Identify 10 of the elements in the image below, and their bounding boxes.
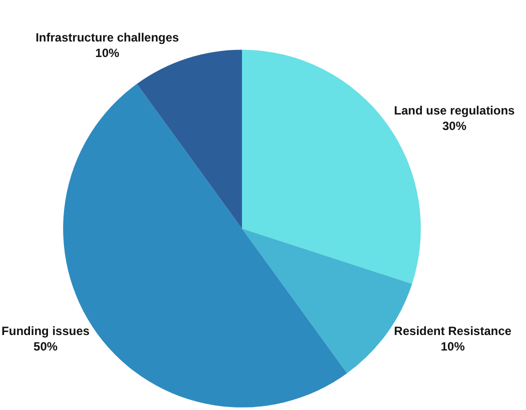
slice-label: Resident Resistance: [394, 324, 512, 338]
slice-label: Infrastructure challenges: [36, 30, 180, 44]
slice-label: Land use regulations: [394, 104, 516, 118]
data-label: 50%: [34, 340, 58, 354]
slice-label: Funding issues: [2, 324, 90, 338]
pie-slice: [242, 50, 420, 284]
data-label: 10%: [95, 46, 120, 60]
data-label: 10%: [440, 340, 466, 354]
data-label: 30%: [442, 119, 467, 134]
pie-slice: [136, 50, 242, 229]
